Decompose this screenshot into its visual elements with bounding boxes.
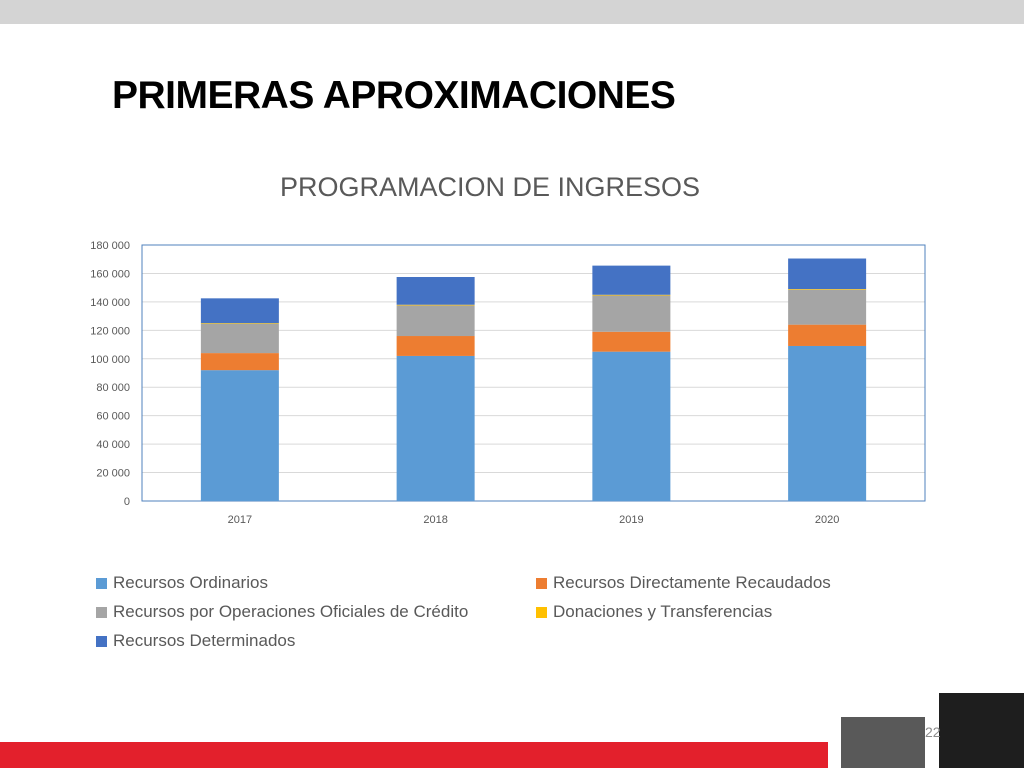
- legend-item-recursos-ordinarios: Recursos Ordinarios: [96, 572, 536, 594]
- bar-segment-2019-series-1: [592, 331, 671, 352]
- legend-swatch: [96, 635, 107, 647]
- legend-item-recursos-directamente-recaudados: Recursos Directamente Recaudados: [536, 572, 896, 594]
- page-number: 22: [925, 724, 941, 740]
- legend-item-donaciones-transferencias: Donaciones y Transferencias: [536, 601, 896, 623]
- y-tick-label: 100 000: [90, 354, 130, 366]
- bar-segment-2017-series-1: [200, 353, 279, 371]
- legend-swatch: [536, 577, 547, 589]
- y-tick-label: 0: [124, 496, 130, 508]
- x-tick-label: 2017: [228, 514, 252, 526]
- y-tick-label: 180 000: [90, 240, 130, 252]
- bar-segment-2018-series-1: [396, 336, 475, 356]
- bar-segment-2019-series-4: [592, 265, 671, 295]
- bars: [200, 258, 867, 501]
- y-tick-label: 120 000: [90, 325, 130, 337]
- y-tick-label: 80 000: [96, 382, 130, 394]
- legend-label: Recursos Determinados: [113, 631, 296, 650]
- bar-segment-2017-series-2: [200, 323, 279, 354]
- x-tick-label: 2020: [815, 514, 839, 526]
- y-tick-label: 40 000: [96, 439, 130, 451]
- footer-gray-block: [841, 717, 925, 768]
- bar-segment-2020-series-1: [788, 324, 867, 346]
- bar-segment-2017-series-3: [200, 323, 279, 324]
- legend-item-operaciones-oficiales-credito: Recursos por Operaciones Oficiales de Cr…: [96, 601, 536, 623]
- y-tick-label: 160 000: [90, 268, 130, 280]
- legend-label: Recursos por Operaciones Oficiales de Cr…: [113, 602, 469, 621]
- x-axis-tick-labels: 2017 2018 2019 2020: [228, 514, 840, 526]
- legend-item-recursos-determinados: Recursos Determinados: [96, 630, 536, 652]
- bar-segment-2018-series-4: [396, 277, 475, 305]
- legend-label: Recursos Ordinarios: [113, 573, 268, 592]
- plot-area-border: [141, 244, 926, 502]
- y-tick-label: 140 000: [90, 297, 130, 309]
- y-tick-label: 60 000: [96, 411, 130, 423]
- top-band: [0, 0, 1024, 24]
- footer-red-band: [0, 742, 828, 768]
- stacked-bar-chart: 0 20 000 40 000 60 000 80 000 100 000 120 000 1…: [90, 240, 926, 526]
- legend-label: Recursos Directamente Recaudados: [553, 573, 831, 592]
- bar-segment-2019-series-3: [592, 294, 671, 296]
- bar-segment-2020-series-2: [788, 289, 867, 325]
- x-tick-label: 2018: [423, 514, 447, 526]
- bar-segment-2020-series-0: [788, 345, 867, 501]
- bar-segment-2018-series-0: [396, 355, 475, 501]
- y-axis-tick-labels: 0 20 000 40 000 60 000 80 000 100 000 120 000 1…: [90, 240, 130, 508]
- footer-black-block: [939, 693, 1024, 768]
- y-tick-label: 20 000: [96, 468, 130, 480]
- bar-segment-2019-series-0: [592, 351, 671, 501]
- x-tick-label: 2019: [619, 514, 643, 526]
- bar-segment-2018-series-3: [396, 304, 475, 306]
- legend-swatch: [96, 606, 107, 618]
- bar-segment-2018-series-2: [396, 305, 475, 337]
- slide-title: PRIMERAS APROXIMACIONES: [112, 74, 676, 117]
- bar-segment-2019-series-2: [592, 295, 671, 332]
- bar-segment-2017-series-4: [200, 298, 279, 324]
- legend-swatch: [536, 606, 547, 618]
- bar-segment-2020-series-4: [788, 258, 867, 290]
- chart-title: PROGRAMACION DE INGRESOS: [279, 172, 701, 202]
- bar-segment-2020-series-3: [788, 289, 867, 290]
- bar-segment-2017-series-0: [200, 370, 279, 501]
- legend-swatch: [96, 577, 107, 589]
- legend: Recursos Ordinarios Recursos Directament…: [96, 572, 896, 652]
- legend-label: Donaciones y Transferencias: [553, 602, 773, 621]
